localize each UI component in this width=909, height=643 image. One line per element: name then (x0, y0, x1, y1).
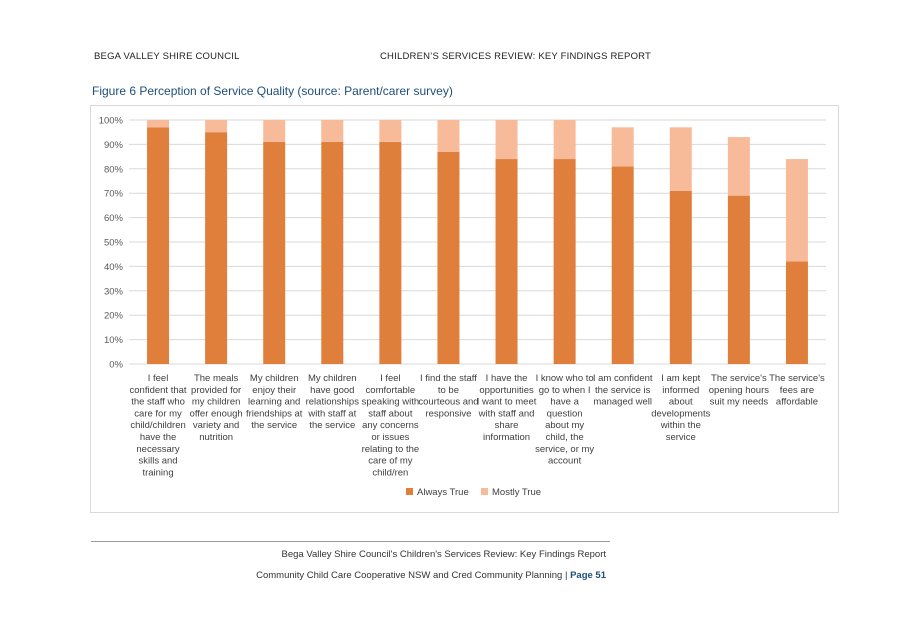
y-tick-label: 60% (104, 213, 124, 224)
y-tick-label: 70% (104, 189, 124, 200)
footer-rule (91, 541, 610, 542)
y-tick-label: 40% (104, 262, 124, 273)
legend-swatch (406, 488, 413, 495)
bar-always-true (611, 166, 634, 364)
legend-label: Mostly True (492, 487, 541, 498)
bar-always-true (495, 159, 518, 364)
x-category-label: I have the opportunities I want to meet wit… (477, 373, 537, 443)
bar-mostly-true (321, 120, 344, 142)
x-category-label: The service's opening hours suit my needs (709, 373, 769, 408)
stacked-bar-chart: 0% 10% 20% 30% 40% 50% 60% 70% 80% 90% 100% I feel c… (99, 116, 826, 498)
x-category-label: I find the staff to be courteous and respon… (418, 373, 478, 419)
bar-mostly-true (205, 120, 228, 133)
bar-mostly-true (727, 137, 750, 196)
x-category-label: My children enjoy their learning and friend… (246, 373, 303, 431)
bar-mostly-true (147, 120, 170, 128)
bar-always-true (379, 141, 402, 364)
x-category-label: My children have good relationships with st… (306, 373, 360, 431)
bar-mostly-true (379, 120, 402, 142)
y-tick-label: 10% (104, 335, 124, 346)
y-tick-label: 0% (109, 360, 123, 371)
footer-report-title: Bega Valley Shire Council's Children's S… (281, 549, 606, 560)
footer-credits: Community Child Care Cooperative NSW and… (256, 570, 606, 581)
x-category-label: I am confident the service is managed well (593, 373, 653, 408)
y-tick-label: 50% (104, 238, 124, 249)
y-tick-label: 90% (104, 140, 124, 151)
bar-always-true (437, 151, 460, 364)
x-category-label: I feel comfortable speaking with staff abou… (362, 373, 420, 478)
footer-organisations: Community Child Care Cooperative NSW and… (256, 570, 571, 581)
x-category-label: I feel confident that the staff who care fo… (130, 373, 187, 478)
bar-always-true (727, 195, 750, 364)
chart-frame: 0% 10% 20% 30% 40% 50% 60% 70% 80% 90% 100% I feel c… (90, 105, 839, 513)
bar-mostly-true (263, 120, 286, 142)
figure-caption: Figure 6 Perception of Service Quality (… (92, 84, 453, 98)
y-tick-label: 20% (104, 311, 124, 322)
y-tick-label: 30% (104, 286, 124, 297)
bar-always-true (321, 141, 344, 364)
bar-mostly-true (553, 120, 576, 160)
bar-always-true (785, 261, 808, 364)
legend-swatch (481, 488, 488, 495)
bar-mostly-true (611, 127, 634, 167)
x-category-label: The service's fees are affordable (769, 373, 825, 408)
x-category-label: I am kept informed about developments within… (651, 373, 710, 443)
bar-always-true (669, 190, 692, 364)
running-header-right: CHILDREN’S SERVICES REVIEW: KEY FINDINGS… (380, 51, 652, 62)
page-number: Page 51 (570, 570, 606, 581)
bar-mostly-true (495, 120, 518, 160)
y-tick-label: 100% (99, 116, 124, 127)
x-category-label: The meals provided for my children offer en… (190, 373, 243, 443)
bar-mostly-true (785, 159, 808, 262)
y-tick-label: 80% (104, 164, 124, 175)
bar-always-true (205, 132, 228, 364)
bar-always-true (553, 159, 576, 364)
bar-always-true (263, 141, 286, 364)
bar-always-true (147, 127, 170, 364)
legend-label: Always True (417, 487, 469, 498)
running-header-left: BEGA VALLEY SHIRE COUNCIL (94, 51, 240, 62)
bar-mostly-true (669, 127, 692, 191)
bar-mostly-true (437, 120, 460, 152)
